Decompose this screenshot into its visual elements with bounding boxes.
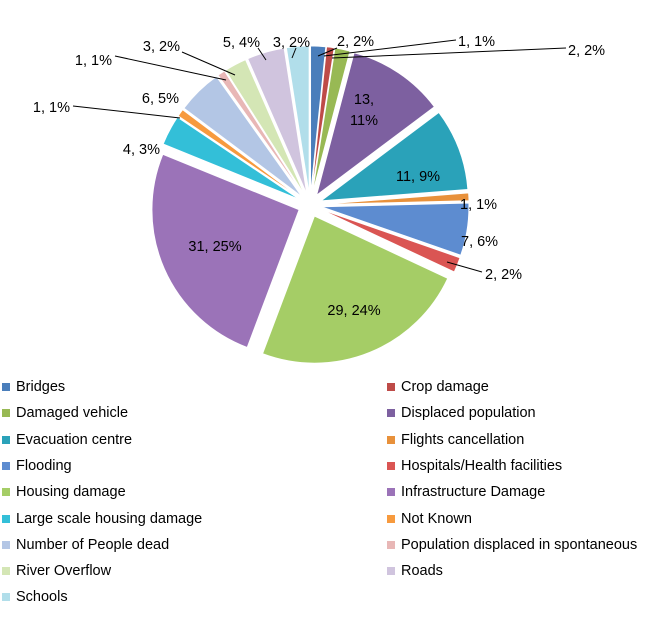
legend-item: Number of People dead — [2, 535, 169, 555]
data-label: 1, 1% — [458, 34, 495, 50]
data-label: 2, 2% — [568, 43, 605, 59]
legend-swatch — [2, 383, 10, 391]
pie-slice-number-of-people-dead — [183, 76, 302, 197]
data-label: 2, 2% — [337, 34, 374, 50]
data-label: 31, 25% — [188, 239, 241, 255]
legend-label: Population displaced in spontaneous — [401, 536, 638, 553]
pie-slice-housing-damage — [262, 215, 449, 364]
pie-slice-damaged-vehicle — [312, 47, 351, 194]
pie-slice-population-displaced-in-spontaneous — [217, 70, 304, 196]
pie-slice-bridges — [310, 45, 327, 194]
legend-swatch — [2, 593, 10, 602]
leader-line — [331, 47, 567, 59]
legend: Bridges Crop damage Damaged vehicle Displac… — [0, 377, 672, 617]
leader-line — [114, 55, 227, 81]
leader-line — [317, 47, 338, 57]
pie-slice-flights-cancellation — [321, 192, 470, 205]
data-label: 1, 1% — [75, 53, 112, 69]
legend-swatch — [2, 540, 10, 549]
data-label: 7, 6% — [461, 234, 498, 250]
legend-item: Large scale housing damage — [2, 509, 202, 529]
leader-line — [323, 39, 457, 57]
pie-slice-schools — [285, 45, 310, 194]
data-label: 3, 2% — [273, 35, 310, 51]
legend-label: Large scale housing damage — [16, 510, 203, 527]
legend-swatch — [2, 514, 10, 523]
legend-item: Crop damage — [387, 377, 489, 397]
pie-slice-roads — [247, 47, 308, 194]
legend-label: Housing damage — [16, 484, 126, 501]
legend-swatch — [387, 540, 395, 549]
legend-swatch — [387, 383, 395, 391]
pie-slice-evacuation-centre — [319, 111, 469, 202]
legend-item: Displaced population — [387, 403, 536, 423]
legend-swatch — [2, 409, 10, 418]
legend-label: Hospitals/Health facilities — [401, 457, 563, 474]
data-label: 29, 24% — [327, 303, 380, 319]
legend-label: Evacuation centre — [16, 431, 133, 448]
pie-plot: 2, 2% 1, 1% 2, 2% 13, 11% 11, 9% 1, 1% 7, 6% 2, … — [33, 34, 605, 364]
legend-label: Flights cancellation — [401, 431, 525, 448]
legend-swatch — [387, 409, 395, 418]
legend-label: Displaced population — [401, 405, 536, 422]
legend-label: Crop damage — [401, 379, 489, 395]
legend-item: Flights cancellation — [387, 430, 524, 450]
legend-label: Not Known — [401, 510, 472, 527]
legend-swatch — [387, 461, 395, 470]
legend-swatch — [387, 567, 395, 576]
legend-label: Number of People dead — [16, 536, 170, 553]
legend-label: Schools — [16, 589, 68, 606]
legend-label: Bridges — [16, 379, 66, 395]
leader-line — [72, 105, 181, 119]
data-label: 6, 5% — [142, 91, 179, 107]
data-label: 11, 9% — [396, 169, 440, 185]
legend-swatch — [387, 435, 395, 444]
data-label: 4, 3% — [123, 142, 160, 158]
pie-slice-not-known — [177, 109, 301, 199]
pie-slice-crop-damage — [311, 46, 335, 194]
legend-label: Damaged vehicle — [16, 405, 129, 422]
legend-label: Infrastructure Damage — [401, 484, 546, 501]
leader-line — [181, 51, 236, 76]
legend-swatch — [2, 567, 10, 576]
legend-item: Schools — [2, 587, 68, 607]
data-label: 5, 4% — [223, 35, 260, 51]
legend-label: River Overflow — [16, 563, 112, 580]
legend-swatch — [387, 488, 395, 497]
legend-item: Evacuation centre — [2, 430, 132, 450]
legend-item: Bridges — [2, 377, 65, 397]
pie-slice-displaced-population — [316, 52, 435, 197]
data-label: 2, 2% — [485, 267, 522, 283]
data-label: 1, 1% — [33, 100, 70, 116]
pie-slice-infrastructure-damage — [151, 153, 300, 348]
leader-line — [291, 47, 297, 59]
legend-item: Flooding — [2, 456, 72, 476]
leader-line — [446, 261, 483, 273]
legend-item: Housing damage — [2, 482, 126, 502]
legend-label: Flooding — [16, 457, 72, 474]
data-label: 3, 2% — [143, 39, 180, 55]
leader-line — [257, 47, 267, 61]
legend-label: Roads — [401, 563, 443, 580]
legend-item: Population displaced in spontaneous — [387, 535, 637, 555]
legend-swatch — [387, 514, 395, 523]
legend-item: River Overflow — [2, 561, 111, 581]
pie-slice-flooding — [321, 202, 470, 256]
data-label: 13, 11% — [350, 92, 378, 129]
legend-item: Hospitals/Health facilities — [387, 456, 562, 476]
legend-swatch — [2, 461, 10, 470]
legend-item: Damaged vehicle — [2, 403, 128, 423]
legend-item: Not Known — [387, 509, 472, 529]
data-label: 1, 1% — [460, 197, 497, 213]
legend-item: Infrastructure Damage — [387, 482, 545, 502]
legend-swatch — [2, 435, 10, 444]
legend-swatch — [2, 488, 10, 497]
legend-item: Roads — [387, 561, 443, 581]
